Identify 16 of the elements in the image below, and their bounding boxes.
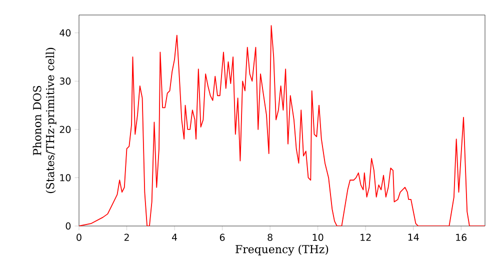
- y-tick-label: 30: [60, 78, 71, 85]
- x-axis-title: Frequency (THz): [236, 244, 328, 256]
- y-tick-label: 10: [60, 174, 71, 182]
- y-tick-label: 20: [60, 126, 71, 134]
- x-tick-label: 10: [312, 234, 324, 241]
- y-tick-label: 0: [66, 222, 71, 230]
- x-tick-label: 8: [268, 234, 272, 241]
- x-tick-label: 6: [220, 234, 225, 241]
- x-tick-label: 0: [76, 234, 82, 241]
- y-tick-label: 40: [60, 29, 71, 36]
- y-axis-title: Phonon DOS (States/THz·primitive cell): [32, 48, 56, 194]
- x-tick-label: 16: [456, 234, 467, 241]
- x-tick-label: 2: [124, 234, 129, 241]
- x-tick-label: 4: [172, 234, 178, 241]
- x-tick-label: 12: [360, 234, 371, 241]
- x-tick-label: 14: [408, 234, 419, 241]
